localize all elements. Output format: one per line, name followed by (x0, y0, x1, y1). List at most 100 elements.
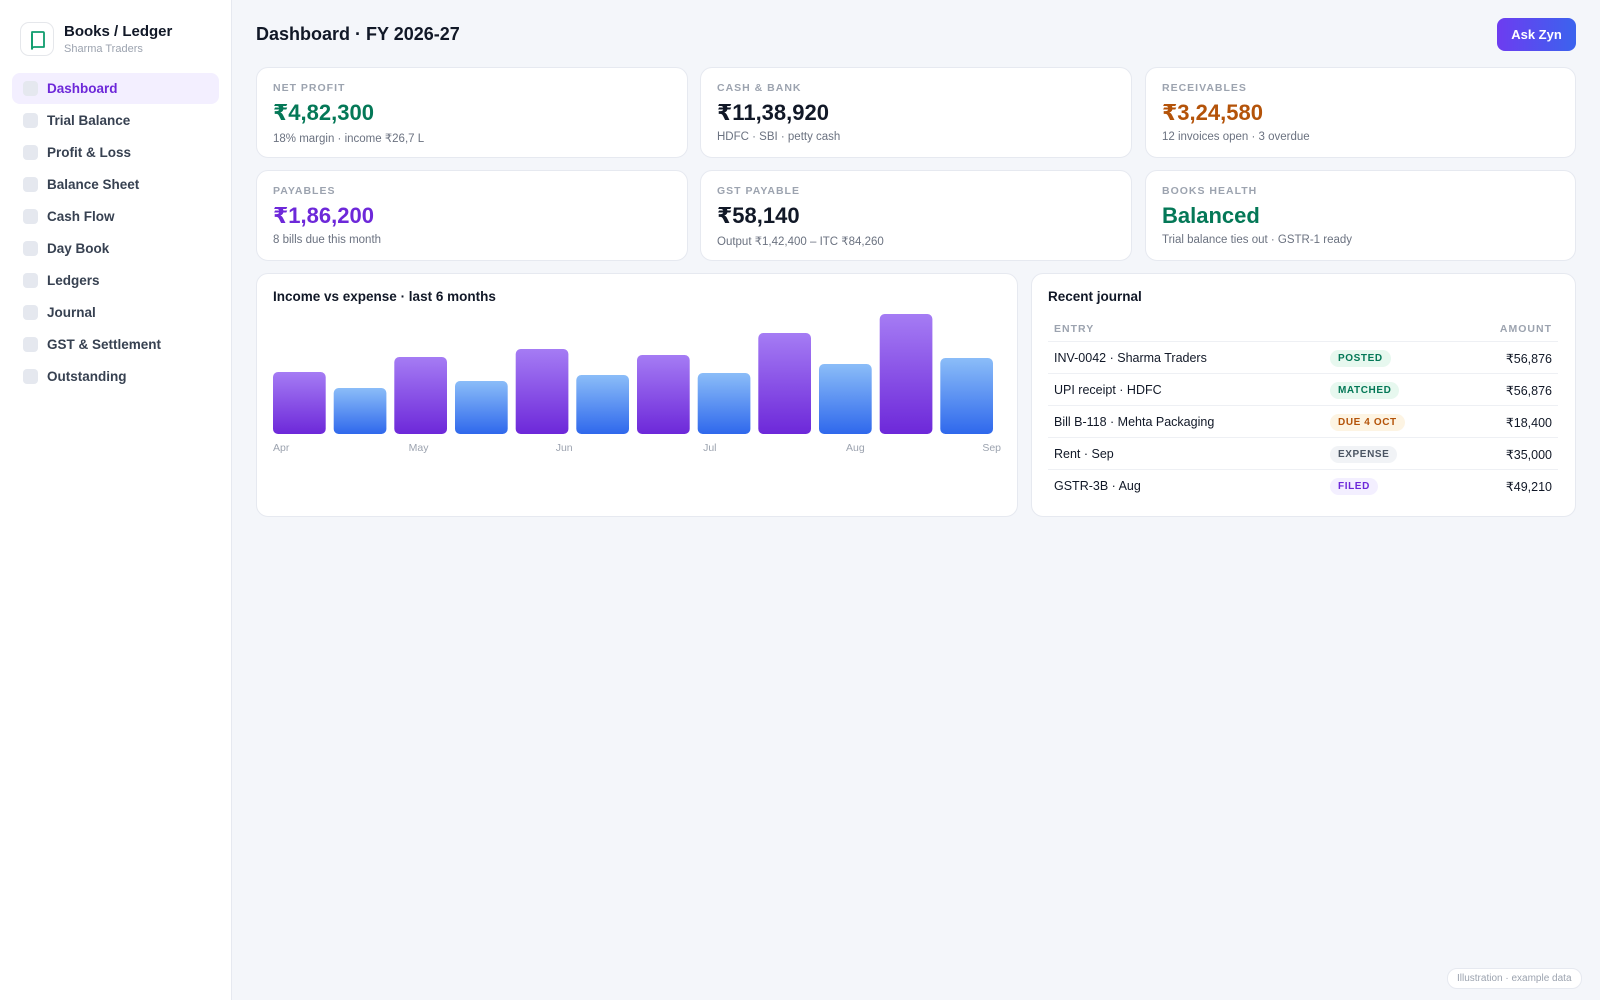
sidebar-item-label: Outstanding (47, 369, 127, 384)
kpi-label: GST PAYABLE (717, 185, 800, 197)
table-row[interactable]: Bill B-118 · Mehta Packaging DUE 4 OCT ₹… (1048, 406, 1558, 438)
kpi-sub: Trial balance ties out · GSTR-1 ready (1162, 234, 1353, 246)
nav-square-icon (23, 305, 38, 320)
sidebar-item-dashboard[interactable]: Dashboard (12, 73, 219, 104)
journal-header-row: ENTRY AMOUNT (1048, 318, 1558, 342)
sidebar-item-trial-balance[interactable]: Trial Balance (12, 105, 219, 136)
nav-square-icon (23, 273, 38, 288)
sidebar-item-label: GST & Settlement (47, 337, 162, 352)
kpi-card-net-profit: NET PROFIT ₹4,82,300 18% margin · income… (256, 67, 688, 158)
chart-bar-jul-series-2 (697, 373, 751, 434)
journal-amount: ₹56,876 (1505, 352, 1552, 366)
kpi-value: ₹3,24,580 (1162, 100, 1263, 125)
journal-entry: Bill B-118 · Mehta Packaging (1054, 415, 1215, 429)
kpi-card-books-health: BOOKS HEALTH Balanced Trial balance ties… (1145, 170, 1576, 261)
journal-amount: ₹18,400 (1505, 416, 1552, 430)
table-row[interactable]: GSTR-3B · Aug FILED ₹49,210 (1048, 470, 1558, 502)
journal-entry: Rent · Sep (1054, 447, 1114, 461)
kpi-label: BOOKS HEALTH (1162, 185, 1258, 197)
sidebar-item-profit-loss[interactable]: Profit & Loss (12, 137, 219, 168)
kpi-label: NET PROFIT (273, 82, 346, 94)
chart-bar-aug-series-1 (758, 333, 811, 434)
table-row[interactable]: UPI receipt · HDFC MATCHED ₹56,876 (1048, 374, 1558, 406)
sidebar-item-label: Ledgers (47, 273, 100, 288)
sidebar-item-label: Balance Sheet (47, 177, 140, 192)
sidebar-item-journal[interactable]: Journal (12, 297, 219, 328)
column-header-entry: ENTRY (1054, 323, 1095, 335)
nav-square-icon (23, 113, 38, 128)
chart-bar-may-series-2 (455, 381, 508, 434)
kpi-sub: Output ₹1,42,400 – ITC ₹84,260 (717, 236, 884, 248)
journal-amount: ₹49,210 (1505, 480, 1552, 494)
journal-amount: ₹35,000 (1505, 448, 1552, 462)
x-tick-label-may: May (409, 442, 430, 454)
chart-bar-aug-series-2 (819, 364, 872, 434)
kpi-value: ₹11,38,920 (717, 100, 829, 125)
sidebar-item-label: Dashboard (47, 81, 118, 96)
x-tick-label-jun: Jun (556, 442, 573, 454)
kpi-sub: 18% margin · income ₹26,7 L (273, 133, 425, 145)
nav-square-icon (23, 209, 38, 224)
status-badge: DUE 4 OCT (1330, 414, 1405, 431)
kpi-card-payables: PAYABLES ₹1,86,200 8 bills due this mont… (256, 170, 688, 261)
book-icon (20, 22, 54, 56)
status-badge: EXPENSE (1330, 446, 1398, 463)
nav-square-icon (23, 177, 38, 192)
kpi-value: Balanced (1162, 203, 1260, 228)
chart-bar-jul-series-1 (637, 355, 690, 434)
chart-bar-sep-series-2 (940, 358, 993, 434)
status-badge: POSTED (1330, 350, 1391, 367)
chart-bar-apr-series-2 (333, 388, 387, 434)
kpi-label: PAYABLES (273, 185, 336, 197)
nav-square-icon (23, 145, 38, 160)
income-expense-chart-card: Income vs expense · last 6 months Apr May… (256, 273, 1018, 517)
kpi-card-cash-bank: CASH & BANK ₹11,38,920 HDFC · SBI · pett… (700, 67, 1132, 158)
nav-square-icon (23, 241, 38, 256)
sidebar-item-ledgers[interactable]: Ledgers (12, 265, 219, 296)
x-tick-label-jul: Jul (703, 442, 716, 454)
x-tick-label-sep: Sep (982, 442, 1001, 454)
sidebar-item-label: Journal (47, 305, 96, 320)
kpi-value: ₹4,82,300 (273, 100, 374, 125)
ask-zyn-button[interactable]: Ask Zyn (1497, 18, 1576, 51)
journal-entry: INV-0042 · Sharma Traders (1054, 351, 1207, 365)
nav-square-icon (23, 337, 38, 352)
sidebar-item-day-book[interactable]: Day Book (12, 233, 219, 264)
journal-entry: GSTR-3B · Aug (1054, 479, 1141, 493)
sidebar-item-outstanding[interactable]: Outstanding (12, 361, 219, 392)
nav-square-icon (23, 369, 38, 384)
sidebar-item-label: Cash Flow (47, 209, 115, 224)
sidebar-item-gst-settlement[interactable]: GST & Settlement (12, 329, 219, 360)
journal-title: Recent journal (1048, 289, 1142, 304)
sidebar-nav: Dashboard Trial Balance Profit & Loss Ba… (12, 73, 219, 393)
brand-title: Books / Ledger (64, 23, 173, 40)
nav-square-icon (23, 81, 38, 96)
table-row[interactable]: Rent · Sep EXPENSE ₹35,000 (1048, 438, 1558, 470)
chart-bar-may-series-1 (394, 357, 447, 434)
chart-bar-sep-series-1 (879, 314, 933, 434)
kpi-sub: 8 bills due this month (273, 234, 382, 246)
kpi-sub: 12 invoices open · 3 overdue (1162, 131, 1310, 143)
sidebar: Books / Ledger Sharma Traders Dashboard … (0, 0, 232, 1000)
kpi-card-gst-payable: GST PAYABLE ₹58,140 Output ₹1,42,400 – I… (700, 170, 1132, 261)
sidebar-item-cash-flow[interactable]: Cash Flow (12, 201, 219, 232)
x-tick-label-apr: Apr (273, 442, 290, 454)
journal-entry: UPI receipt · HDFC (1054, 383, 1162, 397)
kpi-card-receivables: RECEIVABLES ₹3,24,580 12 invoices open ·… (1145, 67, 1576, 158)
sidebar-item-label: Trial Balance (47, 113, 131, 128)
kpi-value: ₹1,86,200 (273, 203, 374, 228)
table-row[interactable]: INV-0042 · Sharma Traders POSTED ₹56,876 (1048, 342, 1558, 374)
x-tick-label-aug: Aug (846, 442, 865, 454)
page-title: Dashboard · FY 2026-27 (256, 24, 460, 44)
sidebar-item-label: Day Book (47, 241, 110, 256)
sidebar-item-label: Profit & Loss (47, 145, 132, 160)
income-expense-chart: Apr May Jun Jul Aug Sep (273, 314, 1001, 454)
chart-title: Income vs expense · last 6 months (273, 289, 496, 304)
sidebar-item-balance-sheet[interactable]: Balance Sheet (12, 169, 219, 200)
chart-bar-jun-series-2 (576, 375, 629, 434)
brand-subtitle: Sharma Traders (64, 43, 143, 55)
chart-bar-jun-series-1 (515, 349, 569, 434)
illustration-footnote: Illustration · example data (1447, 968, 1582, 989)
column-header-amount: AMOUNT (1499, 323, 1552, 335)
journal-amount: ₹56,876 (1505, 384, 1552, 398)
